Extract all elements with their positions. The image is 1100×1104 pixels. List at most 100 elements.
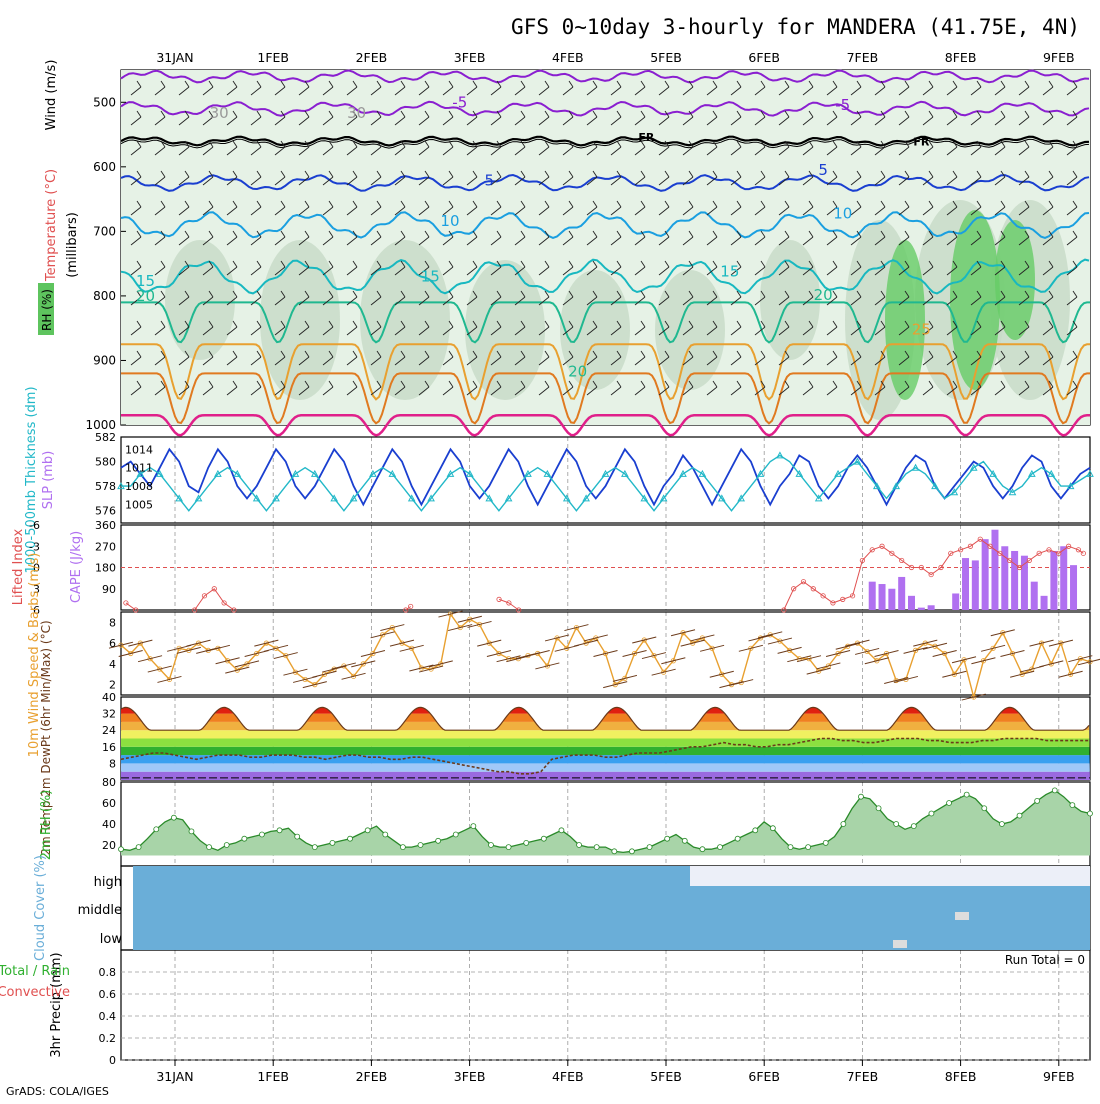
- wind-barb: [898, 326, 910, 336]
- wind-barb: [586, 326, 598, 336]
- wind-barb-flag: [808, 140, 814, 148]
- wind-barb: [202, 236, 214, 246]
- wind-barb: [562, 146, 574, 156]
- wind-barb: [178, 86, 190, 96]
- wind-barb-flag: [256, 350, 262, 358]
- wind-barb-flag: [448, 320, 454, 328]
- wind-barb: [298, 386, 310, 396]
- wind-barb-flag: [232, 350, 238, 358]
- p3-ytick-left: 6: [33, 604, 40, 617]
- wind-barb-flag: [520, 80, 526, 88]
- wind-barb: [178, 206, 190, 216]
- wind-speed-point: [428, 666, 434, 672]
- wind-speed-point: [593, 635, 599, 641]
- li-point: [506, 600, 512, 606]
- wind-barb: [226, 176, 238, 186]
- wind-barb: [586, 116, 598, 126]
- wind-barb: [586, 206, 598, 216]
- wind-barb: [562, 116, 574, 126]
- wind-barb: [490, 86, 502, 96]
- wind-barb: [562, 176, 574, 186]
- wind-barb: [370, 296, 382, 306]
- wind-barb: [826, 176, 838, 186]
- wind-barb: [874, 236, 886, 246]
- wind-barb-flag: [280, 230, 286, 238]
- wind-barb: [346, 86, 358, 96]
- li-point: [781, 607, 787, 613]
- thickness-point: [1066, 482, 1075, 490]
- rh-point: [963, 791, 970, 798]
- wind-barb-flag: [160, 290, 166, 298]
- temp-contour-minus10: [120, 69, 1090, 84]
- thickness-point: [601, 469, 610, 477]
- wind-barb: [874, 326, 886, 336]
- thickness-point: [911, 463, 920, 471]
- wind-barb: [730, 386, 742, 396]
- wind-barb: [466, 236, 478, 246]
- thickness-point: [155, 469, 164, 477]
- wind-barb-flag: [952, 230, 958, 238]
- wind-barb: [130, 356, 142, 366]
- wind-barb-flag: [640, 170, 646, 178]
- wind-barb: [1066, 176, 1078, 186]
- p2-ytick-left: 580: [95, 456, 116, 469]
- rh-point: [558, 827, 565, 834]
- wind-barb-flag: [1072, 200, 1078, 208]
- wind-barb-flag: [928, 380, 934, 388]
- wind-barb: [586, 176, 598, 186]
- wind-barb: [893, 675, 919, 683]
- wind-barb-flag: [832, 260, 838, 268]
- wind-barb: [226, 236, 238, 246]
- wind-barb-flag: [328, 140, 334, 148]
- wind-barb-flag: [304, 260, 310, 268]
- wind-barb: [994, 86, 1006, 96]
- date-label-top: 5FEB: [650, 50, 682, 65]
- wind-barb: [730, 116, 742, 126]
- thickness-point: [795, 469, 804, 477]
- wind-barb-flag: [424, 380, 430, 388]
- p2-ytick-left: 582: [95, 431, 116, 444]
- wind-barb: [778, 116, 790, 126]
- wind-barb-flag: [352, 110, 358, 118]
- rh-point: [452, 831, 459, 838]
- wind-barb-flag: [1024, 260, 1030, 268]
- wind-barb: [514, 86, 526, 96]
- wind-barb: [682, 326, 694, 336]
- rh-point: [1051, 787, 1058, 794]
- wind-barb: [322, 176, 334, 186]
- p8-ytick: 0.8: [99, 966, 117, 979]
- wind-barb: [658, 116, 670, 126]
- wind-barb: [778, 356, 790, 366]
- wind-barb-flag: [496, 110, 502, 118]
- wind-barb: [263, 644, 289, 652]
- wind-barb-flag: [520, 350, 526, 358]
- wind-barb: [826, 266, 838, 276]
- wind-barb-flag: [928, 260, 934, 268]
- wind-barb: [778, 86, 790, 96]
- wind-speed-point: [942, 650, 948, 657]
- wind-barb-flag: [208, 140, 214, 148]
- wind-barb: [826, 356, 838, 366]
- wind-barb: [922, 642, 948, 650]
- wind-speed-point: [244, 661, 250, 667]
- wind-barb: [1018, 116, 1030, 126]
- wind-barb-flag: [544, 110, 550, 118]
- rh-point: [259, 831, 265, 838]
- wind-barb-flag: [184, 140, 190, 148]
- contour-label: 20: [568, 363, 587, 381]
- wind-speed-point: [292, 669, 299, 675]
- wind-barb: [490, 176, 502, 186]
- p3-ytick-right: 270: [95, 540, 116, 553]
- contour-label: 15: [720, 263, 739, 281]
- wind-speed-point: [1087, 659, 1093, 665]
- wind-barb: [826, 236, 838, 246]
- wind-barb-flag: [808, 350, 814, 358]
- wind-barb: [850, 176, 862, 186]
- wind-barb: [322, 386, 334, 396]
- wind-barb-flag: [328, 80, 334, 88]
- wind-barb-flag: [856, 80, 862, 88]
- p1-legend-wind: Wind (m/s): [44, 60, 59, 131]
- wind-barb: [994, 266, 1006, 276]
- wind-barb: [202, 116, 214, 126]
- wind-barb: [898, 206, 910, 216]
